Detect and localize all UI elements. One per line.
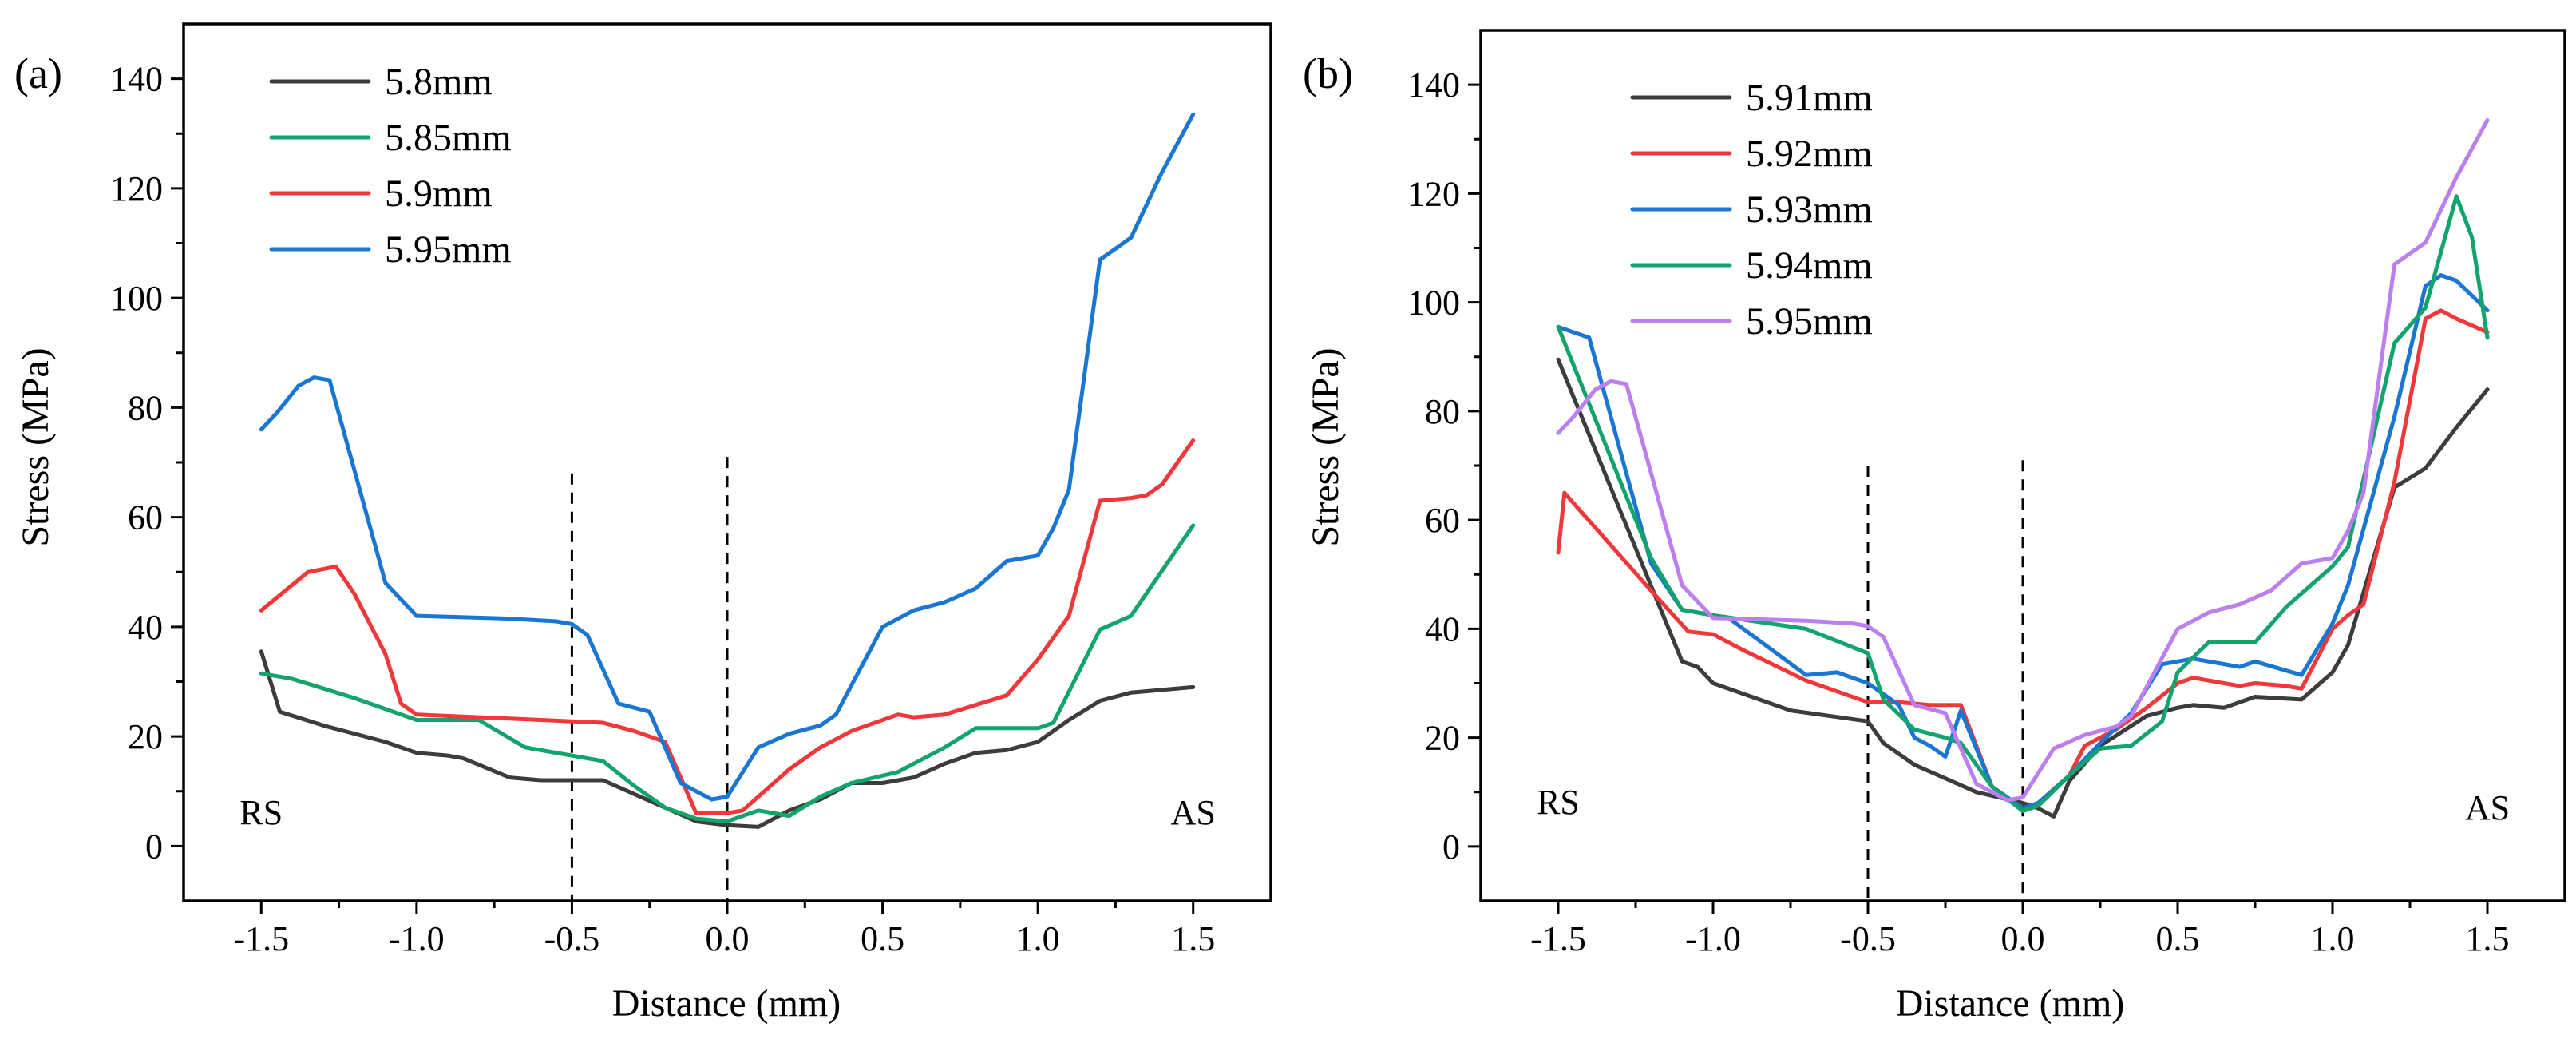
y-tick-label: 100 (1407, 284, 1460, 323)
x-tick-label: 0.0 (2001, 919, 2045, 958)
x-tick-label: 0.5 (861, 919, 904, 958)
series-line-b-5-92mm (1556, 308, 2490, 811)
y-tick-label: 80 (1425, 392, 1460, 431)
panel-a-plot-frame (182, 22, 1272, 902)
panel-a-as-label: AS (1171, 793, 1216, 832)
panel-b-series (1556, 117, 2490, 819)
y-tick-label: 40 (1425, 609, 1460, 648)
x-tick-label: -0.5 (544, 919, 600, 958)
y-tick-label: 120 (1407, 174, 1460, 213)
panel-b-x-axis-title: Distance (mm) (1896, 982, 2125, 1025)
y-tick-label: 40 (128, 608, 163, 647)
panel-a-label: (a) (14, 50, 62, 97)
series-line-a-5-9mm (259, 438, 1196, 815)
legend-label-b-5-94mm: 5.94mm (1746, 244, 1873, 287)
y-tick-label: 20 (1425, 719, 1460, 758)
panel-b-legend: 5.91mm 5.92mm 5.93mm 5.94mm 5.95mm (1630, 77, 1873, 343)
legend-label-a-5-8mm: 5.8mm (385, 61, 493, 103)
panel-b-y-axis-title: Stress (MPa) (1304, 347, 1347, 546)
series-line-a-5-8mm (259, 649, 1196, 829)
panel-b-label: (b) (1303, 50, 1353, 97)
y-tick-label: 0 (145, 827, 163, 866)
panel-a-series (259, 112, 1196, 829)
y-tick-label: 120 (110, 169, 163, 208)
legend-label-b-5-93mm: 5.93mm (1746, 188, 1873, 231)
y-tick-label: 140 (110, 60, 163, 99)
panel-a-legend: 5.8mm 5.85mm 5.9mm 5.95mm (269, 61, 512, 271)
y-tick-label: 60 (128, 498, 163, 537)
y-tick-label: 0 (1442, 827, 1460, 866)
series-line-b-5-91mm (1556, 357, 2490, 819)
legend-label-a-5-9mm: 5.9mm (385, 173, 493, 215)
y-tick-label: 100 (110, 279, 163, 318)
panel-b-plot-frame (1479, 29, 2566, 902)
x-tick-label: -1.5 (233, 919, 289, 958)
panel-b: (b) Stress (MPa) Distance (mm) RS AS -1.… (1303, 29, 2566, 1025)
legend-label-a-5-85mm: 5.85mm (385, 117, 512, 159)
x-tick-label: -1.0 (389, 919, 445, 958)
panel-b-as-label: AS (2465, 788, 2510, 827)
x-tick-label: -1.0 (1685, 919, 1741, 958)
x-tick-label: 1.5 (2466, 919, 2510, 958)
panel-a-y-axis-title: Stress (MPa) (14, 347, 57, 546)
legend-label-a-5-95mm: 5.95mm (385, 228, 512, 271)
x-tick-label: 0.0 (706, 919, 750, 958)
panel-a-x-axis-title: Distance (mm) (612, 982, 841, 1025)
y-tick-label: 140 (1407, 65, 1460, 105)
panel-a-axes: -1.5 -1.0 -0.5 0.0 0.5 1.0 1.5 0 20 40 60 80 100 120 1… (110, 60, 1215, 958)
legend-label-b-5-91mm: 5.91mm (1746, 77, 1873, 119)
y-tick-label: 60 (1425, 501, 1460, 540)
panel-a: (a) Stress (MPa) Distance (mm) RS AS -1.… (14, 22, 1272, 1025)
y-tick-label: 80 (128, 388, 163, 427)
x-tick-label: 1.5 (1171, 919, 1215, 958)
panel-a-rs-label: RS (239, 793, 283, 832)
series-line-a-5-85mm (259, 523, 1196, 823)
series-line-a-5-95mm (259, 112, 1196, 802)
legend-label-b-5-95mm: 5.95mm (1746, 300, 1873, 343)
x-tick-label: -0.5 (1840, 919, 1896, 958)
y-tick-label: 20 (128, 717, 163, 756)
x-tick-label: 1.0 (2311, 919, 2355, 958)
legend-label-b-5-92mm: 5.92mm (1746, 133, 1873, 175)
panel-b-axes: -1.5 -1.0 -0.5 0.0 0.5 1.0 1.5 0 20 40 60 80 100 120 1… (1407, 65, 2510, 958)
series-line-b-5-95mm (1556, 117, 2490, 803)
x-tick-label: 0.5 (2156, 919, 2200, 958)
x-tick-label: -1.5 (1530, 919, 1586, 958)
panel-b-rs-label: RS (1537, 783, 1580, 822)
x-tick-label: 1.0 (1016, 919, 1060, 958)
